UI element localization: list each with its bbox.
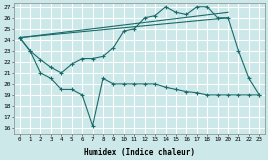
X-axis label: Humidex (Indice chaleur): Humidex (Indice chaleur) <box>84 148 195 156</box>
